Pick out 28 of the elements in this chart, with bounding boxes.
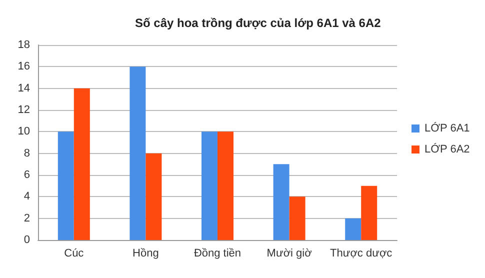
bar (273, 164, 290, 240)
bar (58, 132, 74, 240)
bar (289, 196, 306, 240)
y-tick-label: 0 (24, 234, 30, 246)
legend-label: LỚP 6A2 (424, 142, 470, 156)
bar (202, 132, 218, 240)
x-tick-label: Hồng (132, 248, 159, 260)
bar (74, 88, 90, 240)
y-tick-label: 6 (24, 169, 30, 181)
y-tick-label: 2 (24, 212, 30, 224)
y-tick-label: 10 (18, 126, 30, 138)
y-tick-label: 18 (18, 39, 30, 51)
y-tick-label: 14 (18, 82, 30, 94)
y-tick-label: 8 (24, 147, 30, 160)
chart-title: Số cây hoa trồng được của lớp 6A1 và 6A2 (135, 16, 382, 30)
legend-label: LỚP 6A1 (424, 122, 470, 134)
bar (130, 66, 146, 240)
y-tick-label: 4 (24, 190, 30, 203)
bar (218, 132, 234, 240)
x-tick-label: Thược dược (330, 248, 393, 260)
x-tick-label: Đồng tiền (194, 248, 242, 260)
x-tick-label: Mười giờ (266, 248, 312, 260)
x-tick-label: Cúc (64, 248, 84, 260)
y-tick-label: 12 (18, 104, 30, 116)
bar (361, 186, 378, 240)
y-tick-label: 16 (18, 60, 30, 73)
bar (146, 153, 162, 240)
bar (345, 218, 362, 240)
